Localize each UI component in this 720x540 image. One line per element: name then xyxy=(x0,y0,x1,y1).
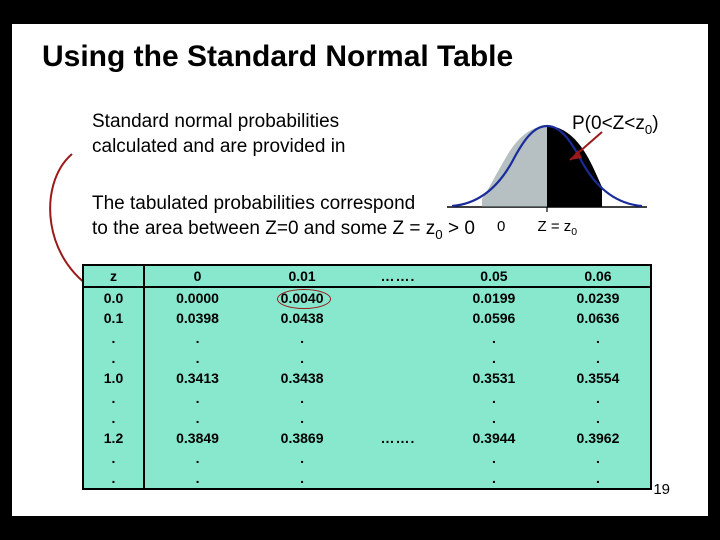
para2-line2a: to the area between Z=0 and some Z = z xyxy=(92,218,435,239)
slide-title: Using the Standard Normal Table xyxy=(42,40,513,74)
cell: 0.3962 xyxy=(546,428,650,448)
cell: . xyxy=(546,468,650,488)
table-row: . . . . . xyxy=(84,468,650,488)
cell: . xyxy=(546,388,650,408)
cell xyxy=(354,468,442,488)
cell: . xyxy=(250,328,354,348)
table-row: . . . . . xyxy=(84,408,650,428)
table-row: 1.2 0.3849 0.3869 ……. 0.3944 0.3962 xyxy=(84,428,650,448)
cell xyxy=(354,388,442,408)
cell: . xyxy=(144,328,250,348)
cell: 0.1 xyxy=(84,308,144,328)
cell xyxy=(354,448,442,468)
cell: 0.0199 xyxy=(442,287,546,308)
hdr-c1: 0.01 xyxy=(250,266,354,287)
cell: 0.3869 xyxy=(250,428,354,448)
cell: . xyxy=(250,388,354,408)
cell: 0.0438 xyxy=(250,308,354,328)
cell-circled: 0.0040 xyxy=(281,290,324,306)
table-header-row: z 0 0.01 ……. 0.05 0.06 xyxy=(84,266,650,287)
hdr-c0: 0 xyxy=(144,266,250,287)
cell xyxy=(354,308,442,328)
cell: 0.0398 xyxy=(144,308,250,328)
cell: 0.3438 xyxy=(250,368,354,388)
cell: . xyxy=(442,448,546,468)
table-row: 0.0 0.0000 0.0040 0.0199 0.0239 xyxy=(84,287,650,308)
para2-sub0: 0 xyxy=(435,226,442,241)
table-row: . . . . . xyxy=(84,348,650,368)
cell: . xyxy=(250,468,354,488)
para2-line1: The tabulated probabilities correspond xyxy=(92,193,415,214)
cell: . xyxy=(546,448,650,468)
cell: 0.0239 xyxy=(546,287,650,308)
cell: . xyxy=(546,348,650,368)
cell: 0.0636 xyxy=(546,308,650,328)
cell: . xyxy=(144,468,250,488)
paragraph-2: The tabulated probabilities correspond t… xyxy=(92,192,475,243)
cell: . xyxy=(84,408,144,428)
cell: . xyxy=(442,348,546,368)
cell: . xyxy=(442,328,546,348)
slide: Using the Standard Normal Table Standard… xyxy=(12,24,708,516)
cell: 1.2 xyxy=(84,428,144,448)
axis-labels: 0 Z = z0 xyxy=(497,218,577,238)
cell: . xyxy=(144,348,250,368)
table-row: . . . . . xyxy=(84,328,650,348)
cell: 0.3554 xyxy=(546,368,650,388)
para1-line1: Standard normal probabilities xyxy=(92,111,339,132)
cell: 0.0596 xyxy=(442,308,546,328)
table-row: 1.0 0.3413 0.3438 0.3531 0.3554 xyxy=(84,368,650,388)
cell: . xyxy=(250,408,354,428)
cell: 0.3944 xyxy=(442,428,546,448)
paragraph-1: Standard normal probabilities calculated… xyxy=(92,110,346,159)
cell xyxy=(354,368,442,388)
axis-z: Z = z xyxy=(538,218,572,235)
hdr-dots: ……. xyxy=(354,266,442,287)
cell: . xyxy=(144,388,250,408)
cell: . xyxy=(84,388,144,408)
para1-line2: calculated and are provided in xyxy=(92,136,346,157)
hdr-c5: 0.05 xyxy=(442,266,546,287)
cell: 1.0 xyxy=(84,368,144,388)
hdr-c6: 0.06 xyxy=(546,266,650,287)
cell: . xyxy=(144,408,250,428)
cell: 0.3413 xyxy=(144,368,250,388)
cell xyxy=(354,287,442,308)
cell: 0.0000 xyxy=(144,287,250,308)
cell: 0.0040 xyxy=(250,287,354,308)
cell: . xyxy=(442,408,546,428)
cell: . xyxy=(84,468,144,488)
cell: . xyxy=(144,448,250,468)
table-row: 0.1 0.0398 0.0438 0.0596 0.0636 xyxy=(84,308,650,328)
cell: . xyxy=(250,448,354,468)
normal-curve xyxy=(442,104,652,224)
bell-curve-svg xyxy=(442,104,652,224)
cell: ……. xyxy=(354,428,442,448)
z-table: z 0 0.01 ……. 0.05 0.06 0.0 0.0000 0.0040… xyxy=(82,264,652,490)
cell: . xyxy=(442,388,546,408)
cell: . xyxy=(84,448,144,468)
axis-z-sub: 0 xyxy=(571,226,577,238)
axis-zero: 0 xyxy=(497,218,505,235)
z-table-grid: z 0 0.01 ……. 0.05 0.06 0.0 0.0000 0.0040… xyxy=(84,266,650,488)
cell: . xyxy=(84,328,144,348)
cell xyxy=(354,408,442,428)
cell: 0.3531 xyxy=(442,368,546,388)
cell: . xyxy=(84,348,144,368)
hdr-z: z xyxy=(84,266,144,287)
cell: . xyxy=(546,328,650,348)
cell: 0.3849 xyxy=(144,428,250,448)
cell: 0.0 xyxy=(84,287,144,308)
cell: . xyxy=(250,348,354,368)
prob-b: ) xyxy=(652,113,658,134)
page-number: 19 xyxy=(653,481,670,498)
cell xyxy=(354,328,442,348)
cell: . xyxy=(442,468,546,488)
cell: . xyxy=(546,408,650,428)
cell xyxy=(354,348,442,368)
table-row: . . . . . xyxy=(84,448,650,468)
table-row: . . . . . xyxy=(84,388,650,408)
